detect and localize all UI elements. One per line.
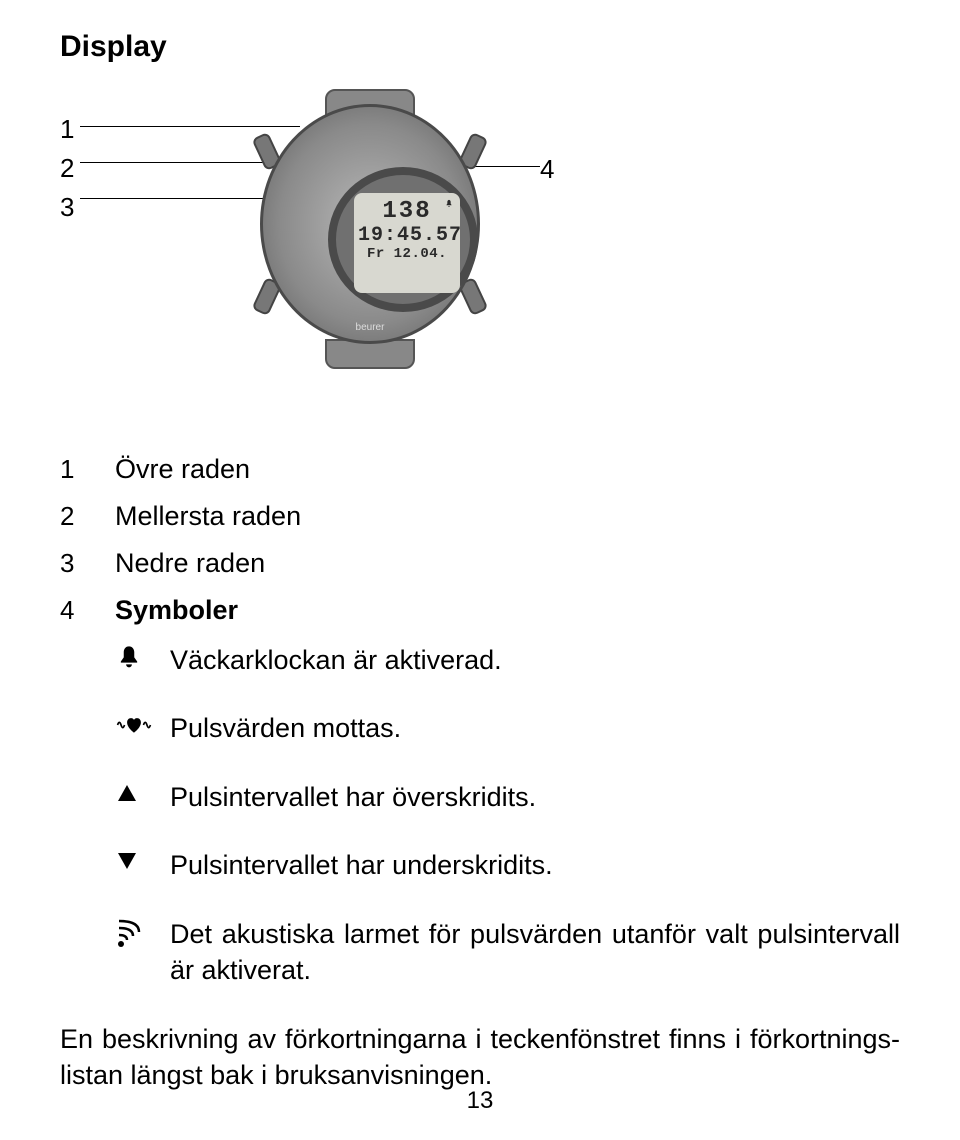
legend-text-4: Symboler: [115, 595, 238, 626]
symbol-row-up: Pulsintervallet har överskridits.: [115, 779, 900, 815]
legend-row-1: 1 Övre raden: [60, 454, 900, 485]
callout-4: 4: [540, 154, 554, 185]
bell-icon-small: [444, 199, 454, 213]
symbol-text-bell: Väckarklockan är aktiverad.: [170, 642, 900, 678]
section-title: Display: [60, 30, 900, 64]
legend-num-3: 3: [60, 548, 115, 579]
page-number: 13: [467, 1087, 494, 1115]
symbol-row-heart: Pulsvärden mottas.: [115, 710, 900, 746]
legend-list: 1 Övre raden 2 Mellersta raden 3 Nedre r…: [60, 454, 900, 626]
symbol-row-down: Pulsintervallet har underskridits.: [115, 847, 900, 883]
callout-1: 1: [60, 114, 74, 145]
symbol-text-heart: Pulsvärden mottas.: [170, 710, 900, 746]
triangle-up-icon: [115, 779, 170, 805]
triangle-down-icon: [115, 847, 170, 873]
legend-num-2: 2: [60, 501, 115, 532]
symbol-row-sound: Det akustiska larmet för pulsvärden utan…: [115, 916, 900, 989]
symbol-list: Väckarklockan är aktiverad. Pulsvärden m…: [115, 642, 900, 989]
legend-row-3: 3 Nedre raden: [60, 548, 900, 579]
watch-display-row1: 138: [358, 199, 456, 225]
legend-text-2: Mellersta raden: [115, 501, 301, 532]
watch-diagram: 1 2 3 4 138 19:45.57 Fr 12.04. b: [60, 104, 900, 394]
watch-face: 138 19:45.57 Fr 12.04.: [328, 167, 478, 312]
symbol-text-sound: Det akustiska larmet för pulsvärden utan…: [170, 916, 900, 989]
callout-3: 3: [60, 192, 74, 223]
legend-row-4: 4 Symboler: [60, 595, 900, 626]
sound-wave-icon: [115, 916, 170, 950]
watch-display-row2: 19:45.57: [358, 225, 456, 247]
footnote-text: En beskrivning av förkortningarna i teck…: [60, 1021, 900, 1094]
legend-num-1: 1: [60, 454, 115, 485]
bell-icon: [115, 642, 170, 672]
watch-body: 138 19:45.57 Fr 12.04. beurer: [260, 104, 480, 344]
heart-signal-icon: [115, 710, 170, 738]
watch-display-row3: Fr 12.04.: [358, 247, 456, 262]
legend-text-1: Övre raden: [115, 454, 250, 485]
watch-illustration: 138 19:45.57 Fr 12.04. beurer: [230, 84, 510, 364]
watch-brand-label: beurer: [356, 322, 385, 333]
watch-screen: 138 19:45.57 Fr 12.04.: [354, 193, 460, 293]
symbol-text-down: Pulsintervallet har underskridits.: [170, 847, 900, 883]
legend-num-4: 4: [60, 595, 115, 626]
symbol-row-bell: Väckarklockan är aktiverad.: [115, 642, 900, 678]
callout-numbers-left: 1 2 3: [60, 114, 74, 223]
callout-2: 2: [60, 153, 74, 184]
legend-row-2: 2 Mellersta raden: [60, 501, 900, 532]
legend-text-3: Nedre raden: [115, 548, 265, 579]
symbol-text-up: Pulsintervallet har överskridits.: [170, 779, 900, 815]
